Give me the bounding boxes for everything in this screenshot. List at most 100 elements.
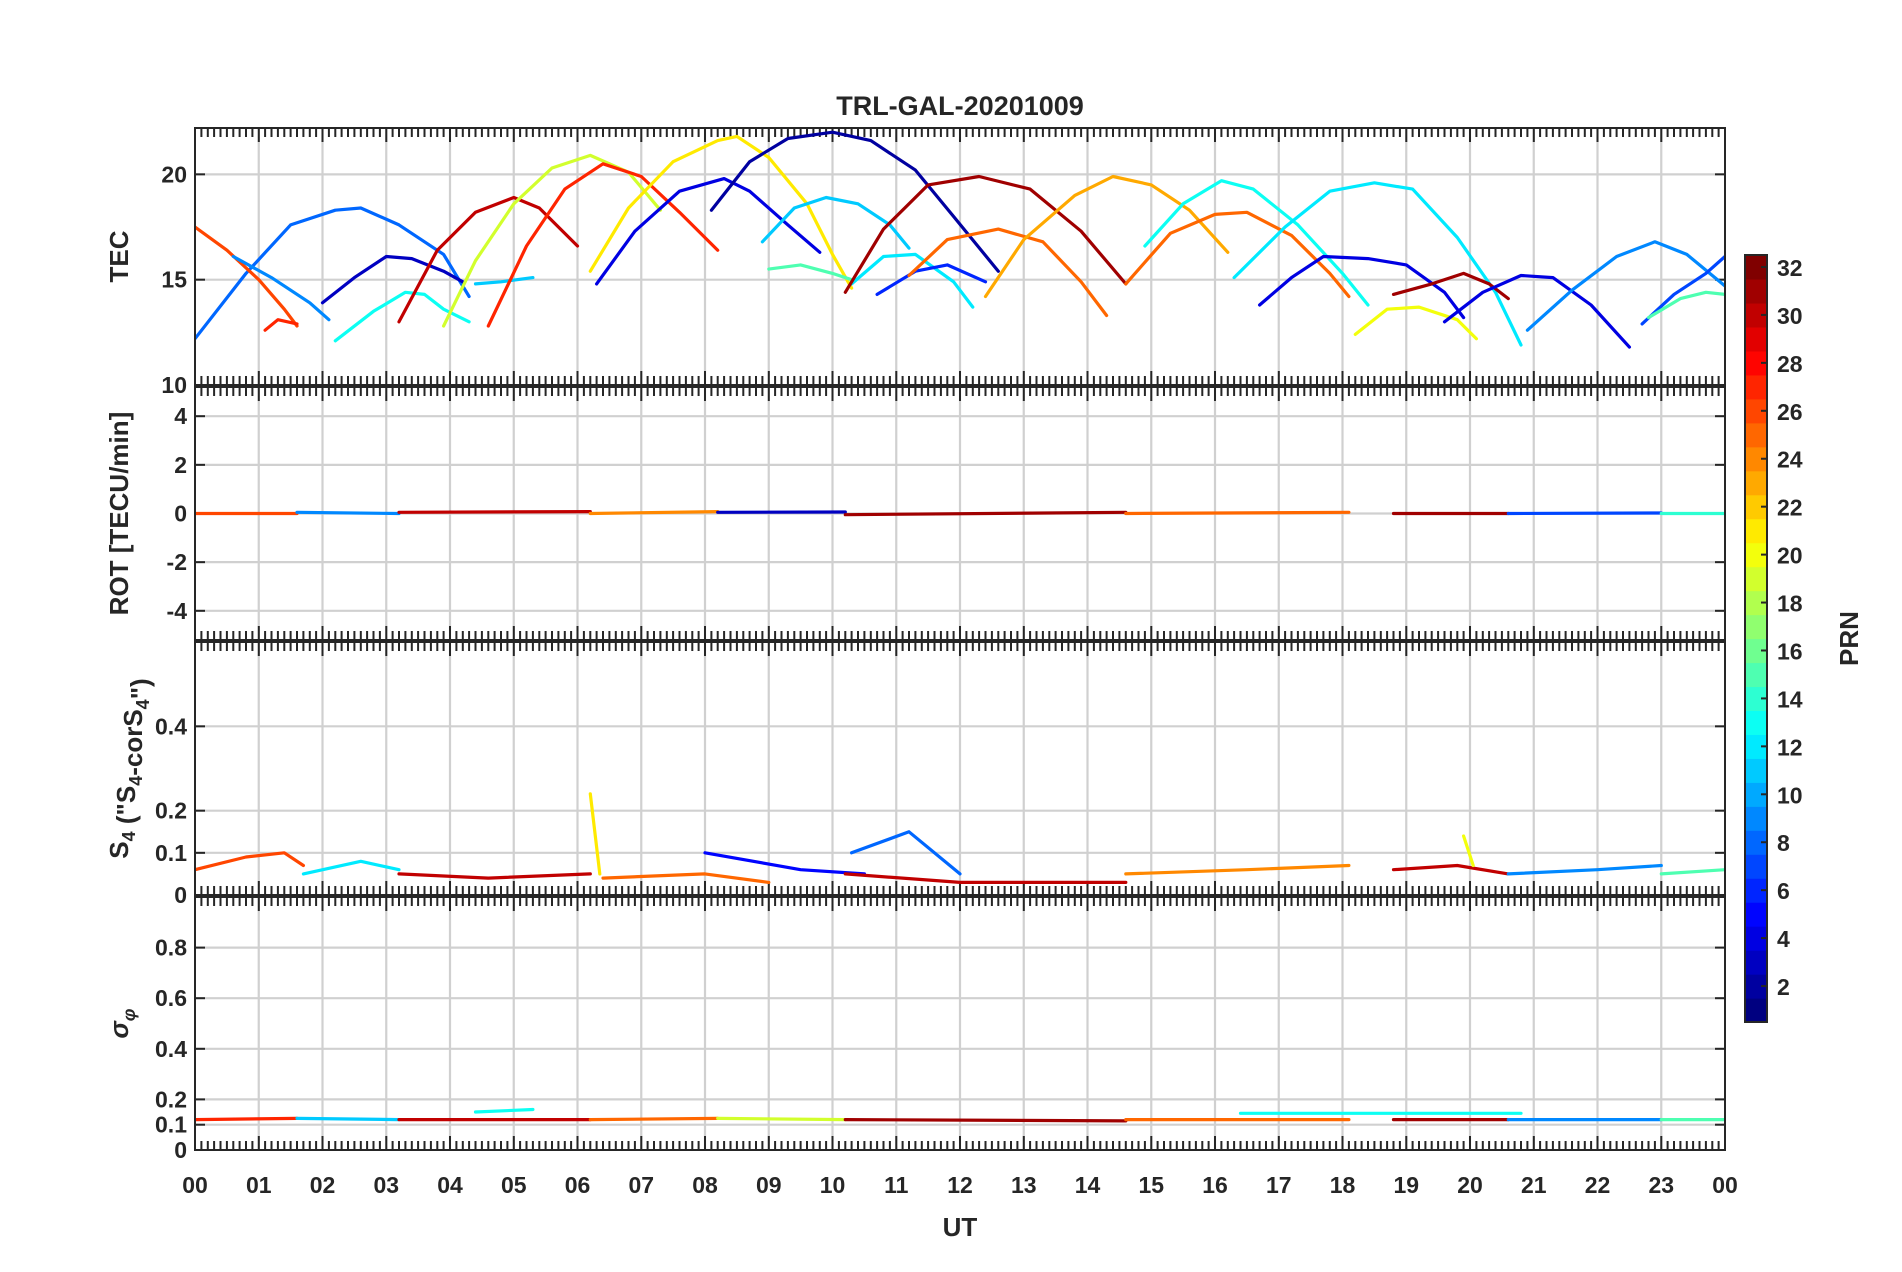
- x-tick-label: 17: [1266, 1172, 1292, 1198]
- panel-frame: [194, 641, 1726, 896]
- colorbar-segment: [1745, 662, 1767, 688]
- y-tick-label: 4: [174, 403, 187, 429]
- colorbar-segment: [1745, 446, 1767, 472]
- x-tick-label: 04: [437, 1172, 463, 1198]
- series-prn-21: [588, 134, 854, 290]
- series-prn-8: [849, 830, 962, 876]
- y-tick-label: 0.2: [155, 1086, 187, 1112]
- y-tick-label: 0.4: [155, 713, 187, 739]
- panel-frame: [194, 386, 1726, 641]
- series-prn-27: [486, 162, 720, 328]
- series-prn-30: [1391, 863, 1510, 876]
- colorbar-segment: [1745, 902, 1767, 927]
- colorbar-segment: [1745, 782, 1767, 807]
- series-prn-21: [588, 792, 602, 876]
- series-prn-25: [1124, 210, 1351, 299]
- colorbar-segment: [1745, 854, 1767, 879]
- colorbar-tick-label: 26: [1777, 399, 1803, 425]
- colorbar-segment: [1745, 398, 1767, 424]
- y-tick-label: -4: [167, 598, 188, 624]
- colorbar-segment: [1745, 950, 1767, 975]
- series-prn-9: [1525, 240, 1725, 332]
- colorbar-segment: [1745, 830, 1767, 855]
- y-tick-label: 0.1: [155, 840, 187, 866]
- x-axis: 00 01 02 03 04 05 06 07 08 09 10 11 12 13 14 15 16 17 18 19…: [182, 1172, 1738, 1198]
- colorbar-segment: [1745, 422, 1767, 448]
- x-tick-label: 19: [1393, 1172, 1419, 1198]
- series-prn-4: [594, 177, 822, 286]
- series-prn-26: [195, 225, 299, 328]
- x-tick-label: 12: [947, 1172, 973, 1198]
- series-prn-25: [601, 872, 771, 885]
- x-tick-label: 20: [1457, 1172, 1483, 1198]
- x-tick-label: 15: [1138, 1172, 1164, 1198]
- y-tick-label: 0: [174, 882, 187, 908]
- y-tick-label: 0.8: [155, 935, 187, 961]
- colorbar-tick-label: 12: [1777, 734, 1803, 760]
- series-prn-9: [295, 510, 401, 516]
- colorbar-segment: [1745, 710, 1767, 735]
- colorbar-segment: [1745, 518, 1767, 544]
- series-prn-24: [1124, 863, 1351, 876]
- x-tick-label: 23: [1648, 1172, 1674, 1198]
- series-prn-30: [397, 195, 580, 324]
- colorbar-tick-label: 32: [1777, 255, 1803, 281]
- y-tick-label: 10: [161, 372, 187, 398]
- y-tick-label: 0.1: [155, 1112, 187, 1138]
- colorbar-segment: [1745, 278, 1767, 304]
- series-prn-2: [709, 130, 1000, 273]
- series-prn-9: [231, 254, 331, 322]
- series-prn-12: [849, 252, 975, 309]
- series-group: [195, 130, 1725, 349]
- panel-frame: [194, 896, 1726, 1151]
- x-tick-label: 13: [1011, 1172, 1037, 1198]
- colorbar-segment: [1745, 302, 1767, 328]
- chart-title: TRL-GAL-20201009: [836, 91, 1084, 121]
- colorbar-segment: [1745, 806, 1767, 831]
- series-prn-20: [1353, 305, 1479, 341]
- colorbar-tick-label: 30: [1777, 303, 1803, 329]
- colorbar-segment: [1745, 734, 1767, 759]
- y-tick-label: 15: [161, 267, 187, 293]
- colorbar-segment: [1745, 494, 1767, 520]
- series-prn-11: [473, 276, 535, 286]
- panel-tec: 10 15 20 TEC: [104, 127, 1726, 398]
- series-prn-11: [295, 1116, 401, 1122]
- colorbar-tick-label: 14: [1777, 686, 1803, 712]
- panel-s4: 0 0.1 0.2 0.4S4 ("S4-corS4"): [104, 641, 1726, 908]
- y-axis-label: ROT [TECU/min]: [104, 412, 134, 616]
- series-prn-25: [907, 227, 1109, 318]
- y-tick-label: -2: [167, 549, 187, 575]
- series-prn-15: [1646, 290, 1725, 320]
- y-tick-label: 0.6: [155, 985, 187, 1011]
- y-tick-label: 0.4: [155, 1036, 187, 1062]
- series-prn-31: [843, 510, 1128, 517]
- panel-sigma: 00.10.2 0.4 0.6 0.8 σφ: [104, 896, 1726, 1163]
- series-group: [195, 1107, 1725, 1123]
- y-tick-label: 20: [161, 161, 187, 187]
- series-prn-31: [843, 1117, 1128, 1123]
- colorbar-label: PRN: [1834, 611, 1864, 666]
- colorbar-segment: [1745, 758, 1767, 783]
- x-tick-label: 18: [1330, 1172, 1356, 1198]
- series-prn-6: [875, 263, 988, 296]
- series-prn-3: [320, 254, 465, 305]
- colorbar-tick-label: 6: [1777, 878, 1790, 904]
- series-prn-30: [397, 872, 592, 880]
- x-tick-label: 02: [310, 1172, 336, 1198]
- colorbar-segment: [1745, 926, 1767, 951]
- y-axis-label: σφ: [104, 1008, 139, 1038]
- series-prn-4: [1442, 273, 1632, 349]
- colorbar-segment: [1745, 974, 1767, 999]
- series-prn-15: [1659, 868, 1725, 876]
- series-prn-25: [1124, 510, 1351, 516]
- x-tick-label: 21: [1521, 1172, 1547, 1198]
- x-tick-label: 11: [884, 1172, 909, 1198]
- series-prn-13: [473, 1107, 535, 1114]
- series-prn-7: [1506, 511, 1663, 516]
- series-prn-24: [588, 510, 720, 516]
- colorbar-segment: [1745, 350, 1767, 376]
- series-prn-19: [716, 1116, 847, 1122]
- series-prn-27: [195, 1116, 299, 1122]
